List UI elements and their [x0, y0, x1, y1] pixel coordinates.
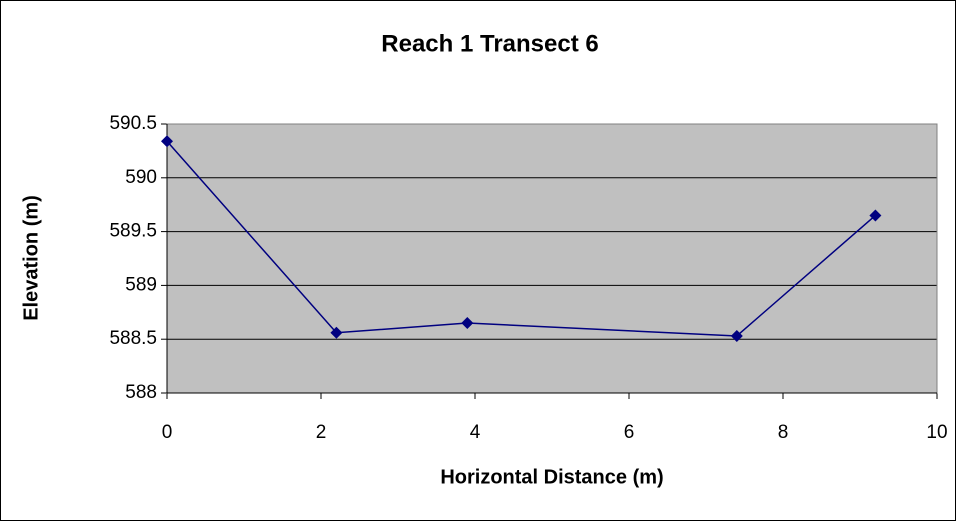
data-point [161, 135, 173, 148]
y-tick-label: 588 [125, 382, 157, 403]
data-point [461, 317, 474, 330]
plot-area [167, 124, 937, 393]
y-tick-label: 589.5 [109, 221, 157, 242]
y-tick-label: 588.5 [109, 328, 157, 349]
x-tick-label: 4 [470, 422, 481, 443]
data-point [869, 209, 882, 222]
x-tick-label: 6 [624, 422, 635, 443]
x-tick-label: 10 [926, 422, 947, 443]
data-point [730, 329, 743, 342]
y-tick-label: 590 [125, 167, 157, 188]
x-tick-label: 8 [778, 422, 789, 443]
y-tick-label: 590.5 [109, 113, 157, 134]
y-tick-label: 589 [125, 274, 157, 295]
chart-title: Reach 1 Transect 6 [381, 30, 598, 57]
x-axis-label: Horizontal Distance (m) [440, 466, 663, 488]
y-axis-label: Elevation (m) [20, 195, 42, 321]
x-tick-label: 0 [162, 422, 173, 443]
data-point [330, 326, 343, 339]
x-tick-label: 2 [316, 422, 327, 443]
